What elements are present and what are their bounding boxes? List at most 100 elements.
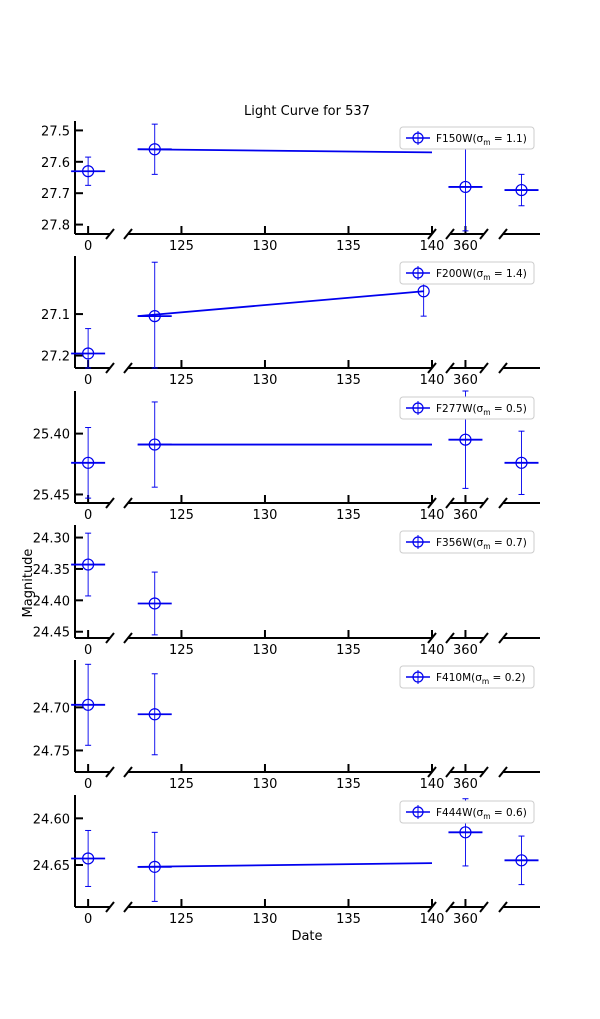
x-tick-label: 360: [453, 912, 478, 927]
x-tick-label: 360: [453, 777, 478, 792]
data-point: [417, 285, 430, 298]
axis-break-mark: [123, 632, 133, 644]
legend: F200W(σm = 1.4): [399, 261, 535, 285]
axis-break-mark: [498, 901, 508, 913]
legend-box: [399, 126, 535, 150]
data-point: [82, 165, 95, 178]
panel-2: 27.1 27.2 0 125 130 135 140 360 F200W(σm = 1.4): [41, 256, 540, 388]
axis-break-mark: [123, 766, 133, 778]
y-tick-label: 27.8: [41, 219, 70, 234]
axis-break-mark: [123, 901, 133, 913]
x-tick-label: 360: [453, 643, 478, 658]
y-tick-label: 25.40: [33, 428, 70, 443]
x-tick-label: 0: [84, 239, 92, 254]
x-tick-label: 130: [253, 912, 278, 927]
axis-break-mark: [105, 901, 115, 913]
y-axis-label: Magnitude: [21, 549, 36, 618]
x-tick-label: 360: [453, 239, 478, 254]
x-tick-label: 0: [84, 777, 92, 792]
data-point: [148, 860, 161, 873]
legend-box: [399, 665, 535, 689]
legend: F356W(σm = 0.7): [399, 530, 535, 554]
x-tick-label: 125: [169, 373, 194, 388]
data-point: [459, 433, 472, 446]
data-point: [148, 708, 161, 721]
axis-break-mark: [498, 632, 508, 644]
y-tick-label: 24.60: [33, 812, 70, 827]
x-tick-label: 140: [420, 777, 445, 792]
legend-box: [399, 396, 535, 420]
x-tick-label: 125: [169, 508, 194, 523]
legend-box: [399, 530, 535, 554]
legend-marker: [412, 806, 424, 818]
legend-label: F200W(σm = 1.4): [436, 268, 527, 282]
x-tick-label: 130: [253, 373, 278, 388]
y-tick-label: 27.2: [41, 350, 70, 365]
legend-marker: [412, 536, 424, 548]
axis-break-mark: [445, 497, 455, 509]
axis-break-mark: [498, 228, 508, 240]
x-tick-label: 0: [84, 643, 92, 658]
data-point: [148, 597, 161, 610]
legend-marker: [412, 132, 424, 144]
legend-marker: [412, 671, 424, 683]
axis-break-mark: [445, 228, 455, 240]
axis-break-mark: [445, 362, 455, 374]
axis-break-mark: [105, 362, 115, 374]
axis-break-mark: [123, 362, 133, 374]
x-tick-label: 135: [336, 912, 361, 927]
y-tick-label: 27.6: [41, 156, 70, 171]
axis-break-mark: [123, 497, 133, 509]
y-tick-label: 27.1: [41, 308, 70, 323]
data-point: [459, 180, 472, 194]
x-tick-label: 140: [420, 643, 445, 658]
x-tick-label: 0: [84, 373, 92, 388]
panel-5: 24.70 24.75 0 125 130 135 140 360 F410M(σm = 0.2…: [33, 660, 540, 792]
y-tick-label: 24.40: [33, 594, 70, 609]
axis-break-mark: [498, 766, 508, 778]
axis-break-mark: [479, 362, 489, 374]
axis-break-mark: [479, 632, 489, 644]
panels-group: 27.5 27.6 27.7 27.8 0 125 130 135 140 360 F150W(σm…: [33, 121, 540, 927]
y-tick-label: 24.30: [33, 532, 70, 547]
axis-break-mark: [123, 228, 133, 240]
data-point: [515, 456, 528, 469]
axis-break-mark: [105, 632, 115, 644]
data-point: [82, 698, 95, 711]
legend-box: [399, 800, 535, 824]
series-line: [137, 290, 424, 318]
y-tick-label: 24.75: [33, 744, 70, 759]
panel-1: 27.5 27.6 27.7 27.8 0 125 130 135 140 360 F150W(σm…: [41, 121, 540, 254]
y-tick-label: 24.35: [33, 563, 70, 578]
x-tick-label: 125: [169, 239, 194, 254]
series-line: [137, 148, 433, 154]
data-point: [82, 347, 95, 360]
legend-label: F150W(σm = 1.1): [436, 133, 527, 147]
axis-break-mark: [445, 901, 455, 913]
y-tick-label: 24.70: [33, 701, 70, 716]
axis-break-mark: [498, 497, 508, 509]
data-point: [515, 183, 528, 197]
axis-break-mark: [445, 766, 455, 778]
x-tick-label: 135: [336, 373, 361, 388]
x-tick-label: 130: [253, 508, 278, 523]
y-tick-label: 27.7: [41, 187, 70, 202]
panel-3: 25.40 25.45 0 125 130 135 140 360 F277W(σm = 0.5…: [33, 390, 540, 523]
data-point: [148, 438, 161, 451]
axis-break-mark: [479, 497, 489, 509]
x-tick-label: 125: [169, 912, 194, 927]
y-tick-label: 24.65: [33, 859, 70, 874]
x-tick-label: 130: [253, 239, 278, 254]
x-tick-label: 135: [336, 643, 361, 658]
data-point: [148, 310, 161, 323]
x-tick-label: 130: [253, 643, 278, 658]
x-tick-label: 140: [420, 239, 445, 254]
data-point: [148, 143, 161, 156]
legend: F277W(σm = 0.5): [399, 396, 535, 420]
legend: F444W(σm = 0.6): [399, 800, 535, 824]
y-tick-label: 24.45: [33, 626, 70, 641]
y-tick-label: 27.5: [41, 124, 70, 139]
x-tick-label: 140: [420, 373, 445, 388]
axis-break-mark: [445, 632, 455, 644]
